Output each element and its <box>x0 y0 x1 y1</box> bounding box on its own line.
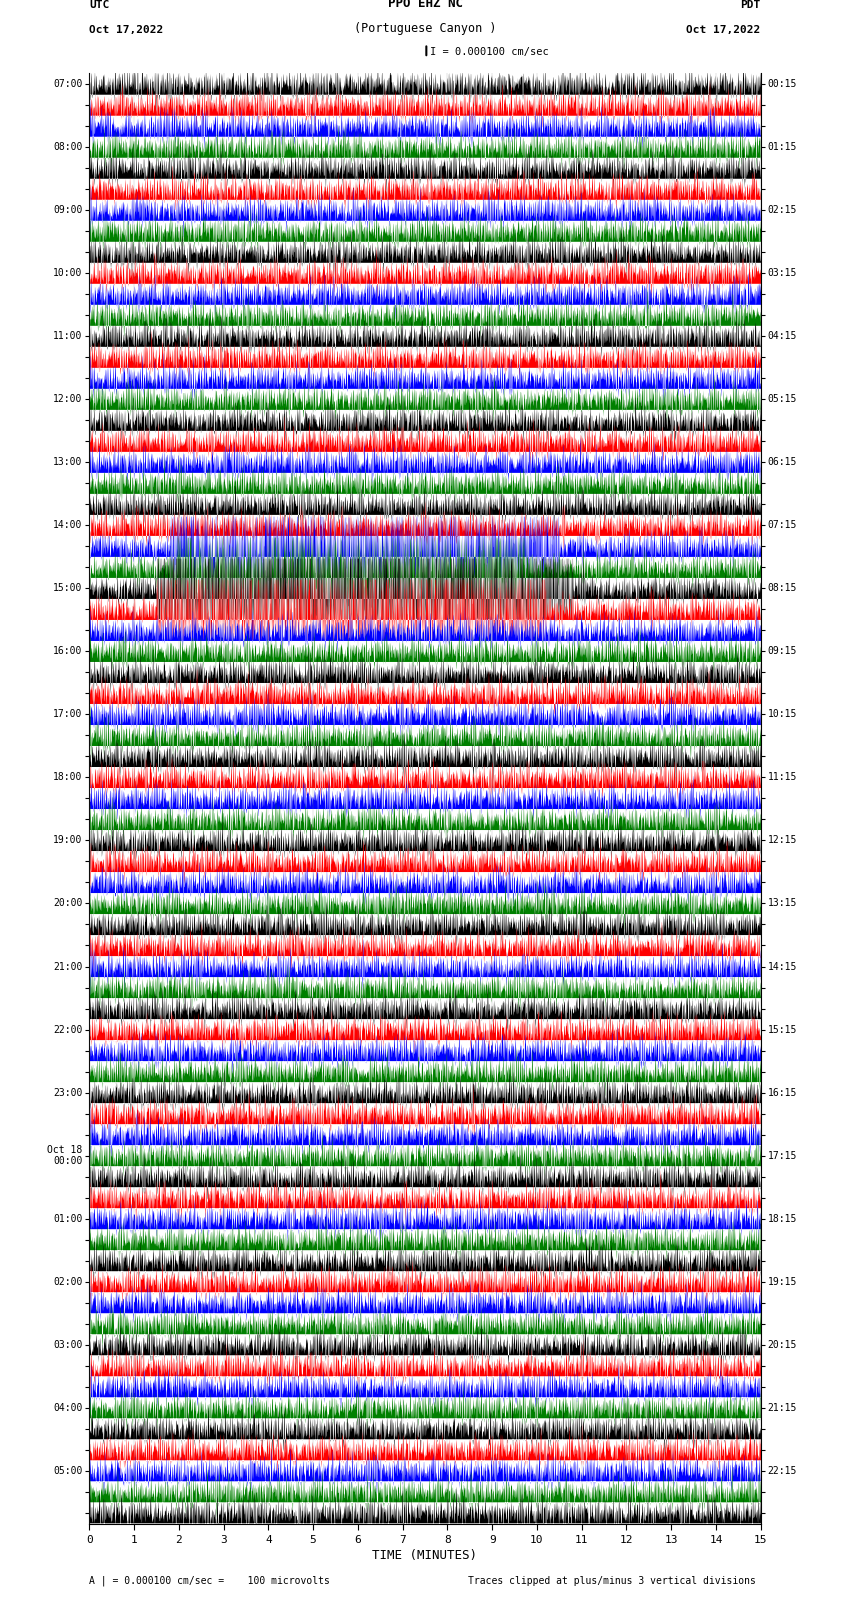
Text: Traces clipped at plus/minus 3 vertical divisions: Traces clipped at plus/minus 3 vertical … <box>468 1576 756 1586</box>
X-axis label: TIME (MINUTES): TIME (MINUTES) <box>372 1548 478 1561</box>
Text: A | = 0.000100 cm/sec =    100 microvolts: A | = 0.000100 cm/sec = 100 microvolts <box>89 1576 330 1587</box>
Text: PPO EHZ NC: PPO EHZ NC <box>388 0 462 10</box>
Text: PDT: PDT <box>740 0 761 10</box>
Text: (Portuguese Canyon ): (Portuguese Canyon ) <box>354 23 496 35</box>
Text: UTC: UTC <box>89 0 110 10</box>
Text: Oct 17,2022: Oct 17,2022 <box>89 24 163 35</box>
Text: I = 0.000100 cm/sec: I = 0.000100 cm/sec <box>430 47 549 56</box>
Text: Oct 17,2022: Oct 17,2022 <box>687 24 761 35</box>
